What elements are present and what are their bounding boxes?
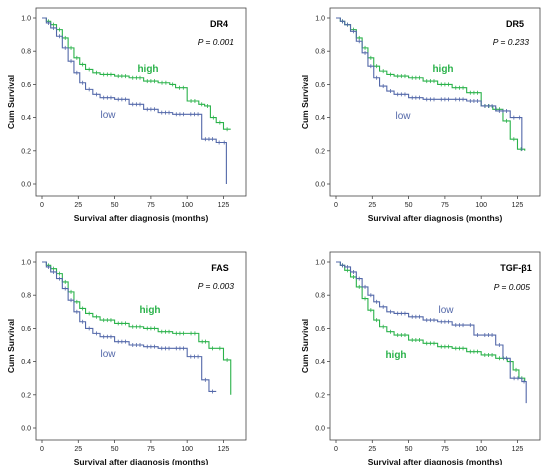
y-tick-label: 0.4 (21, 359, 31, 366)
x-axis-label: Survival after diagnosis (months) (368, 213, 503, 223)
y-tick-label: 1.0 (315, 260, 325, 267)
x-tick-label: 125 (218, 202, 230, 209)
x-tick-label: 100 (181, 446, 193, 453)
x-tick-label: 50 (111, 446, 119, 453)
y-tick-label: 0.6 (21, 82, 31, 89)
x-tick-label: 125 (512, 446, 524, 453)
y-tick-label: 0.0 (315, 182, 325, 189)
y-tick-label: 0.0 (21, 426, 31, 433)
survival-curve-low (336, 261, 527, 404)
y-tick-label: 0.6 (315, 82, 325, 89)
x-tick-label: 25 (74, 202, 82, 209)
x-tick-label: 25 (368, 202, 376, 209)
panel-title: DR4 (210, 19, 228, 29)
x-tick-label: 0 (40, 446, 44, 453)
x-tick-label: 75 (147, 202, 155, 209)
panel-title: TGF-β1 (500, 263, 532, 273)
y-tick-label: 0.8 (21, 49, 31, 56)
p-value: P = 0.233 (493, 37, 530, 47)
y-tick-label: 0.6 (21, 326, 31, 333)
x-tick-label: 125 (218, 446, 230, 453)
x-axis-label: Survival after diagnosis (months) (74, 213, 209, 223)
y-tick-label: 1.0 (315, 16, 325, 23)
p-value: P = 0.001 (198, 37, 235, 47)
x-tick-label: 50 (405, 446, 413, 453)
y-tick-label: 1.0 (21, 16, 31, 23)
x-tick-label: 100 (475, 202, 487, 209)
series-label-low: low (100, 349, 116, 360)
p-value: P = 0.003 (198, 281, 235, 291)
chart-panel-1: 0.0 0.2 0.4 0.6 0.8 1.0 0 25 50 75 100 125 Survival … (6, 7, 247, 223)
series-label-high: high (432, 64, 453, 75)
panel-title: FAS (211, 263, 229, 273)
x-tick-label: 0 (334, 202, 338, 209)
y-tick-label: 0.8 (315, 49, 325, 56)
survival-curve-low (42, 17, 227, 184)
survival-curve-low (42, 261, 217, 393)
y-tick-label: 0.4 (315, 359, 325, 366)
x-tick-label: 50 (405, 202, 413, 209)
y-tick-label: 0.0 (315, 426, 325, 433)
x-tick-label: 0 (40, 202, 44, 209)
y-tick-label: 0.8 (315, 293, 325, 300)
plot-frame (329, 7, 541, 197)
series-label-low: low (100, 110, 116, 121)
chart-panel-2: 0.0 0.2 0.4 0.6 0.8 1.0 0 25 50 75 100 125 Survival … (300, 7, 541, 223)
x-axis-label: Survival after diagnosis (months) (368, 457, 503, 465)
series-label-high: high (385, 350, 406, 361)
chart-panel-4: 0.0 0.2 0.4 0.6 0.8 1.0 0 25 50 75 100 125 Survival … (300, 251, 541, 465)
y-tick-label: 0.8 (21, 293, 31, 300)
x-tick-label: 75 (441, 202, 449, 209)
x-tick-label: 125 (512, 202, 524, 209)
y-tick-label: 0.2 (21, 148, 31, 155)
y-axis-label: Cum Survival (300, 319, 310, 373)
x-tick-label: 75 (441, 446, 449, 453)
x-axis-label: Survival after diagnosis (months) (74, 457, 209, 465)
y-tick-label: 0.2 (315, 392, 325, 399)
y-tick-label: 1.0 (21, 260, 31, 267)
y-tick-label: 0.4 (315, 115, 325, 122)
plot-frame (35, 251, 247, 441)
series-label-high: high (137, 64, 158, 75)
y-tick-label: 0.2 (315, 148, 325, 155)
chart-panel-3: 0.0 0.2 0.4 0.6 0.8 1.0 0 25 50 75 100 125 Survival … (6, 251, 247, 465)
x-tick-label: 100 (181, 202, 193, 209)
plot-frame (329, 251, 541, 441)
y-axis-label: Cum Survival (6, 319, 16, 373)
x-tick-label: 50 (111, 202, 119, 209)
x-tick-label: 25 (368, 446, 376, 453)
x-tick-label: 25 (74, 446, 82, 453)
x-tick-label: 100 (475, 446, 487, 453)
series-label-high: high (139, 305, 160, 316)
y-tick-label: 0.6 (315, 326, 325, 333)
y-axis-label: Cum Survival (300, 75, 310, 129)
x-tick-label: 75 (147, 446, 155, 453)
plot-frame (35, 7, 247, 197)
x-tick-label: 0 (334, 446, 338, 453)
survival-curve-high (42, 17, 231, 130)
series-label-low: low (438, 305, 454, 316)
p-value: P = 0.005 (494, 282, 531, 292)
y-tick-label: 0.2 (21, 392, 31, 399)
y-tick-label: 0.4 (21, 115, 31, 122)
y-axis-label: Cum Survival (6, 75, 16, 129)
series-label-low: low (395, 111, 411, 122)
panel-title: DR5 (506, 19, 524, 29)
y-tick-label: 0.0 (21, 182, 31, 189)
